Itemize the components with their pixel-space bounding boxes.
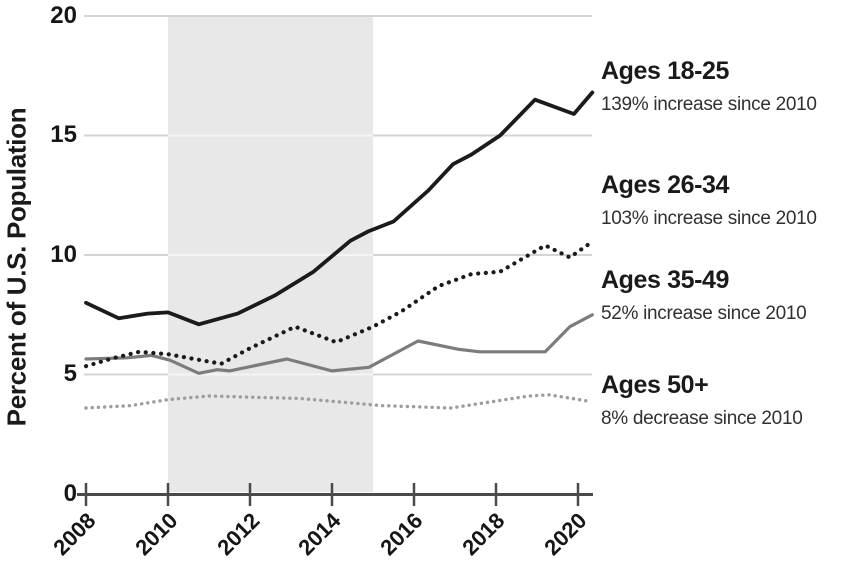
legend-title-ages-18-25: Ages 18-25 — [601, 57, 730, 85]
series-line-ages-35-49 — [84, 313, 594, 375]
legend-annotation-ages-50-plus: 8% decrease since 2010 — [601, 407, 803, 429]
y-tick-label-5: 5 — [63, 360, 77, 387]
legend-annotation-ages-35-49: 52% increase since 2010 — [601, 302, 807, 324]
series-line-ages-26-34 — [83, 241, 593, 369]
legend-annotation-ages-18-25: 139% increase since 2010 — [601, 93, 817, 115]
legend-title-ages-35-49: Ages 35-49 — [601, 266, 730, 294]
series-line-ages-50- — [84, 393, 588, 410]
legend-entry-ages-18-25: Ages 18-25 139% increase since 2010 — [601, 57, 851, 115]
y-axis-title: Percent of U.S. Population — [1, 107, 32, 427]
legend-entry-ages-26-34: Ages 26-34 103% increase since 2010 — [601, 171, 851, 229]
legend-title-ages-26-34: Ages 26-34 — [601, 171, 730, 199]
y-tick-label-10: 10 — [50, 241, 77, 268]
legend-title-ages-50-plus: Ages 50+ — [601, 371, 709, 399]
legend-entry-ages-35-49: Ages 35-49 52% increase since 2010 — [601, 266, 851, 324]
y-tick-label-20: 20 — [50, 2, 77, 29]
series-line-ages-18-25 — [84, 90, 595, 327]
legend-entry-ages-50-plus: Ages 50+ 8% decrease since 2010 — [601, 371, 851, 429]
legend-annotation-ages-26-34: 103% increase since 2010 — [601, 207, 817, 229]
y-tick-label-15: 15 — [50, 121, 77, 148]
y-tick-label-0: 0 — [63, 480, 77, 507]
